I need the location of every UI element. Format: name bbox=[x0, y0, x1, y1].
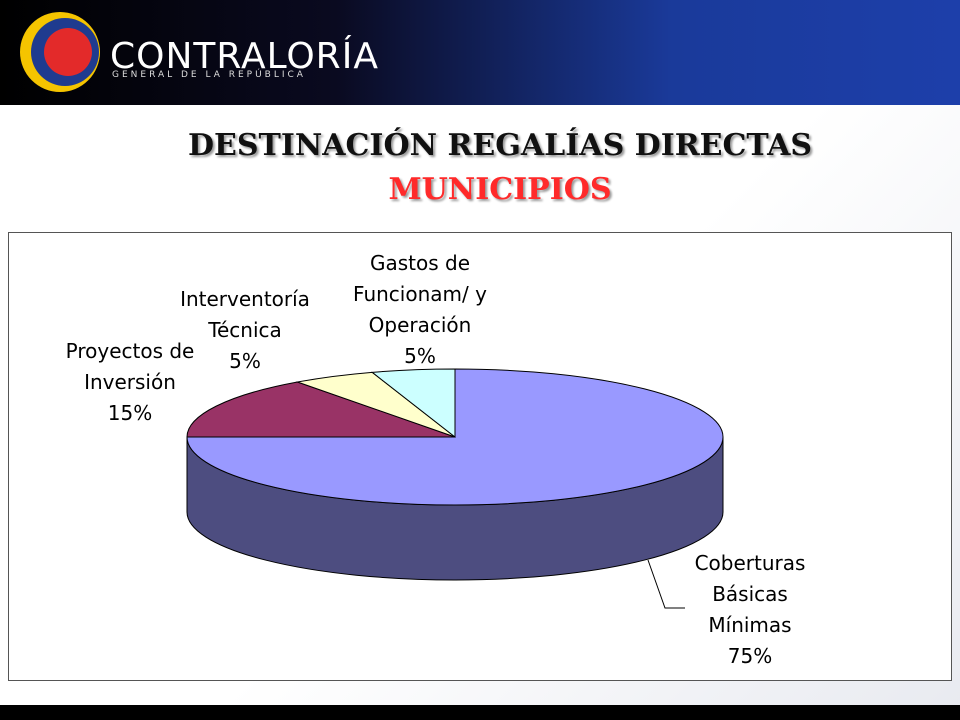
subbrand: GENERAL DE LA REPÚBLICA bbox=[112, 70, 306, 80]
slice-value-label: 5% bbox=[404, 344, 436, 368]
slice-label: Proyectos de Inversión bbox=[65, 339, 195, 394]
chart-subtitle: MUNICIPIOS bbox=[388, 172, 612, 207]
logo bbox=[20, 12, 100, 92]
pie-slice bbox=[186, 381, 456, 438]
footer-bar bbox=[0, 705, 960, 720]
slice-value-label: 15% bbox=[107, 401, 153, 425]
slice-label: Interventoría Técnica bbox=[180, 287, 310, 342]
slice-value-label: 75% bbox=[727, 644, 773, 668]
header-bar: CONTRALORÍA GENERAL DE LA REPÚBLICA bbox=[0, 0, 960, 105]
slice-label: Gastos de Funcionam/ y Operación bbox=[353, 251, 487, 337]
leader-line bbox=[647, 559, 685, 609]
chart-title: DESTINACIÓN REGALÍAS DIRECTAS bbox=[187, 128, 813, 163]
brand: CONTRALORÍA bbox=[110, 36, 379, 77]
pie-slice bbox=[370, 368, 456, 439]
slice-value-label: 5% bbox=[229, 349, 261, 373]
slice-label: Coberturas Básicas Mínimas bbox=[694, 551, 806, 637]
